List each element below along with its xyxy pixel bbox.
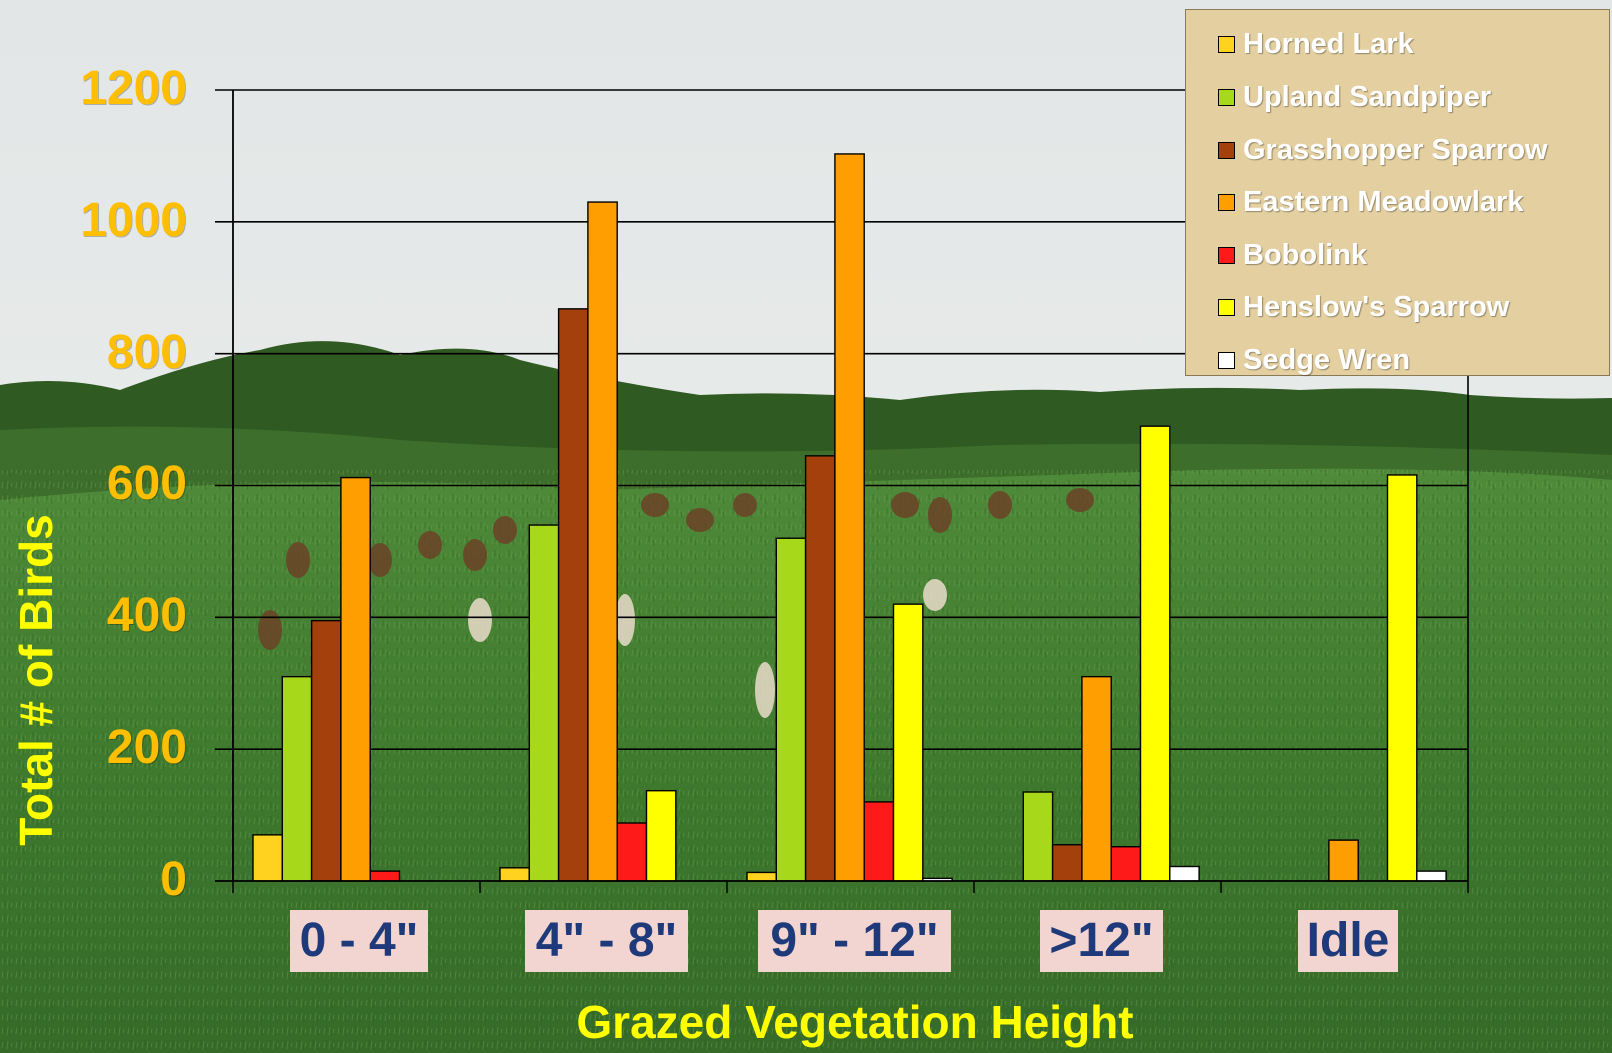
category-label: >12"	[1040, 910, 1163, 972]
bar-henslow-s-sparrow-3	[1139, 425, 1171, 882]
bar-eastern-meadowlark-1	[587, 201, 618, 882]
legend-label: Sedge Wren	[1243, 343, 1411, 376]
legend-label: Grasshopper Sparrow	[1243, 133, 1548, 166]
y-tick-label: 0	[160, 853, 187, 906]
bar-henslow-s-sparrow-4	[1386, 474, 1418, 882]
legend-item-eastern-meadowlark: Eastern Meadowlark	[1218, 182, 1523, 222]
legend-label: Upland Sandpiper	[1243, 80, 1492, 113]
legend-item-sedge-wren: Sedge Wren	[1218, 340, 1410, 380]
y-tick-label: 400	[106, 589, 187, 642]
bar-horned-lark-0	[252, 834, 283, 882]
category-label: 4" - 8"	[525, 910, 688, 972]
legend-item-henslows-sparrow: Henslow's Sparrow	[1218, 287, 1509, 327]
y-tick-label: 800	[106, 326, 187, 379]
category-label: Idle	[1298, 910, 1398, 972]
bar-bobolink-3	[1110, 846, 1142, 882]
bar-eastern-meadowlark-0	[340, 476, 371, 882]
legend-swatch	[1218, 88, 1235, 106]
legend-label: Henslow's Sparrow	[1243, 290, 1510, 323]
bar-horned-lark-2	[746, 871, 777, 882]
legend-swatch	[1218, 193, 1235, 211]
legend-label: Eastern Meadowlark	[1243, 185, 1524, 218]
legend-label: Horned Lark	[1243, 27, 1414, 60]
legend-item-upland-sandpiper: Upland Sandpiper	[1218, 77, 1491, 117]
bar-sedge-wren-3	[1169, 865, 1200, 882]
x-axis-title: Grazed Vegetation Height	[576, 996, 1134, 1048]
bar-eastern-meadowlark-4	[1328, 839, 1359, 882]
y-tick-label: 1000	[80, 194, 187, 247]
bar-bobolink-0	[369, 870, 401, 882]
bar-grasshopper-sparrow-3	[1051, 844, 1083, 882]
bar-eastern-meadowlark-3	[1081, 675, 1112, 882]
legend-item-horned-lark: Horned Lark	[1218, 24, 1414, 64]
bar-horned-lark-1	[499, 867, 530, 882]
legend-label: Bobolink	[1243, 238, 1368, 271]
bar-henslow-s-sparrow-2	[892, 603, 924, 882]
bar-bobolink-1	[616, 822, 648, 882]
legend-item-bobolink: Bobolink	[1218, 235, 1367, 275]
bar-grasshopper-sparrow-1	[557, 308, 589, 882]
legend-swatch	[1218, 246, 1235, 264]
bar-upland-sandpiper-1	[528, 524, 560, 882]
y-tick-label: 200	[106, 721, 187, 774]
bar-grasshopper-sparrow-0	[310, 619, 342, 882]
bar-sedge-wren-4	[1416, 870, 1447, 882]
legend: Horned Lark Upland Sandpiper Grasshopper…	[1185, 9, 1610, 376]
legend-swatch	[1218, 35, 1235, 53]
category-label: 9" - 12"	[758, 910, 951, 972]
bar-eastern-meadowlark-2	[834, 153, 865, 882]
bar-upland-sandpiper-0	[281, 675, 313, 882]
category-label: 0 - 4"	[290, 910, 428, 972]
legend-item-grasshopper-sparrow: Grasshopper Sparrow	[1218, 130, 1548, 170]
y-tick-label: 1200	[80, 62, 187, 115]
bar-bobolink-2	[863, 801, 895, 882]
bars	[252, 153, 1447, 882]
y-tick-label: 600	[106, 457, 187, 510]
bar-grasshopper-sparrow-2	[804, 455, 836, 882]
legend-swatch	[1218, 351, 1235, 369]
bar-upland-sandpiper-2	[775, 537, 807, 882]
bar-upland-sandpiper-3	[1022, 791, 1054, 882]
y-axis-title: Total # of Birds	[10, 514, 62, 846]
legend-swatch	[1218, 141, 1235, 159]
legend-swatch	[1218, 298, 1235, 316]
bar-henslow-s-sparrow-1	[645, 789, 677, 882]
